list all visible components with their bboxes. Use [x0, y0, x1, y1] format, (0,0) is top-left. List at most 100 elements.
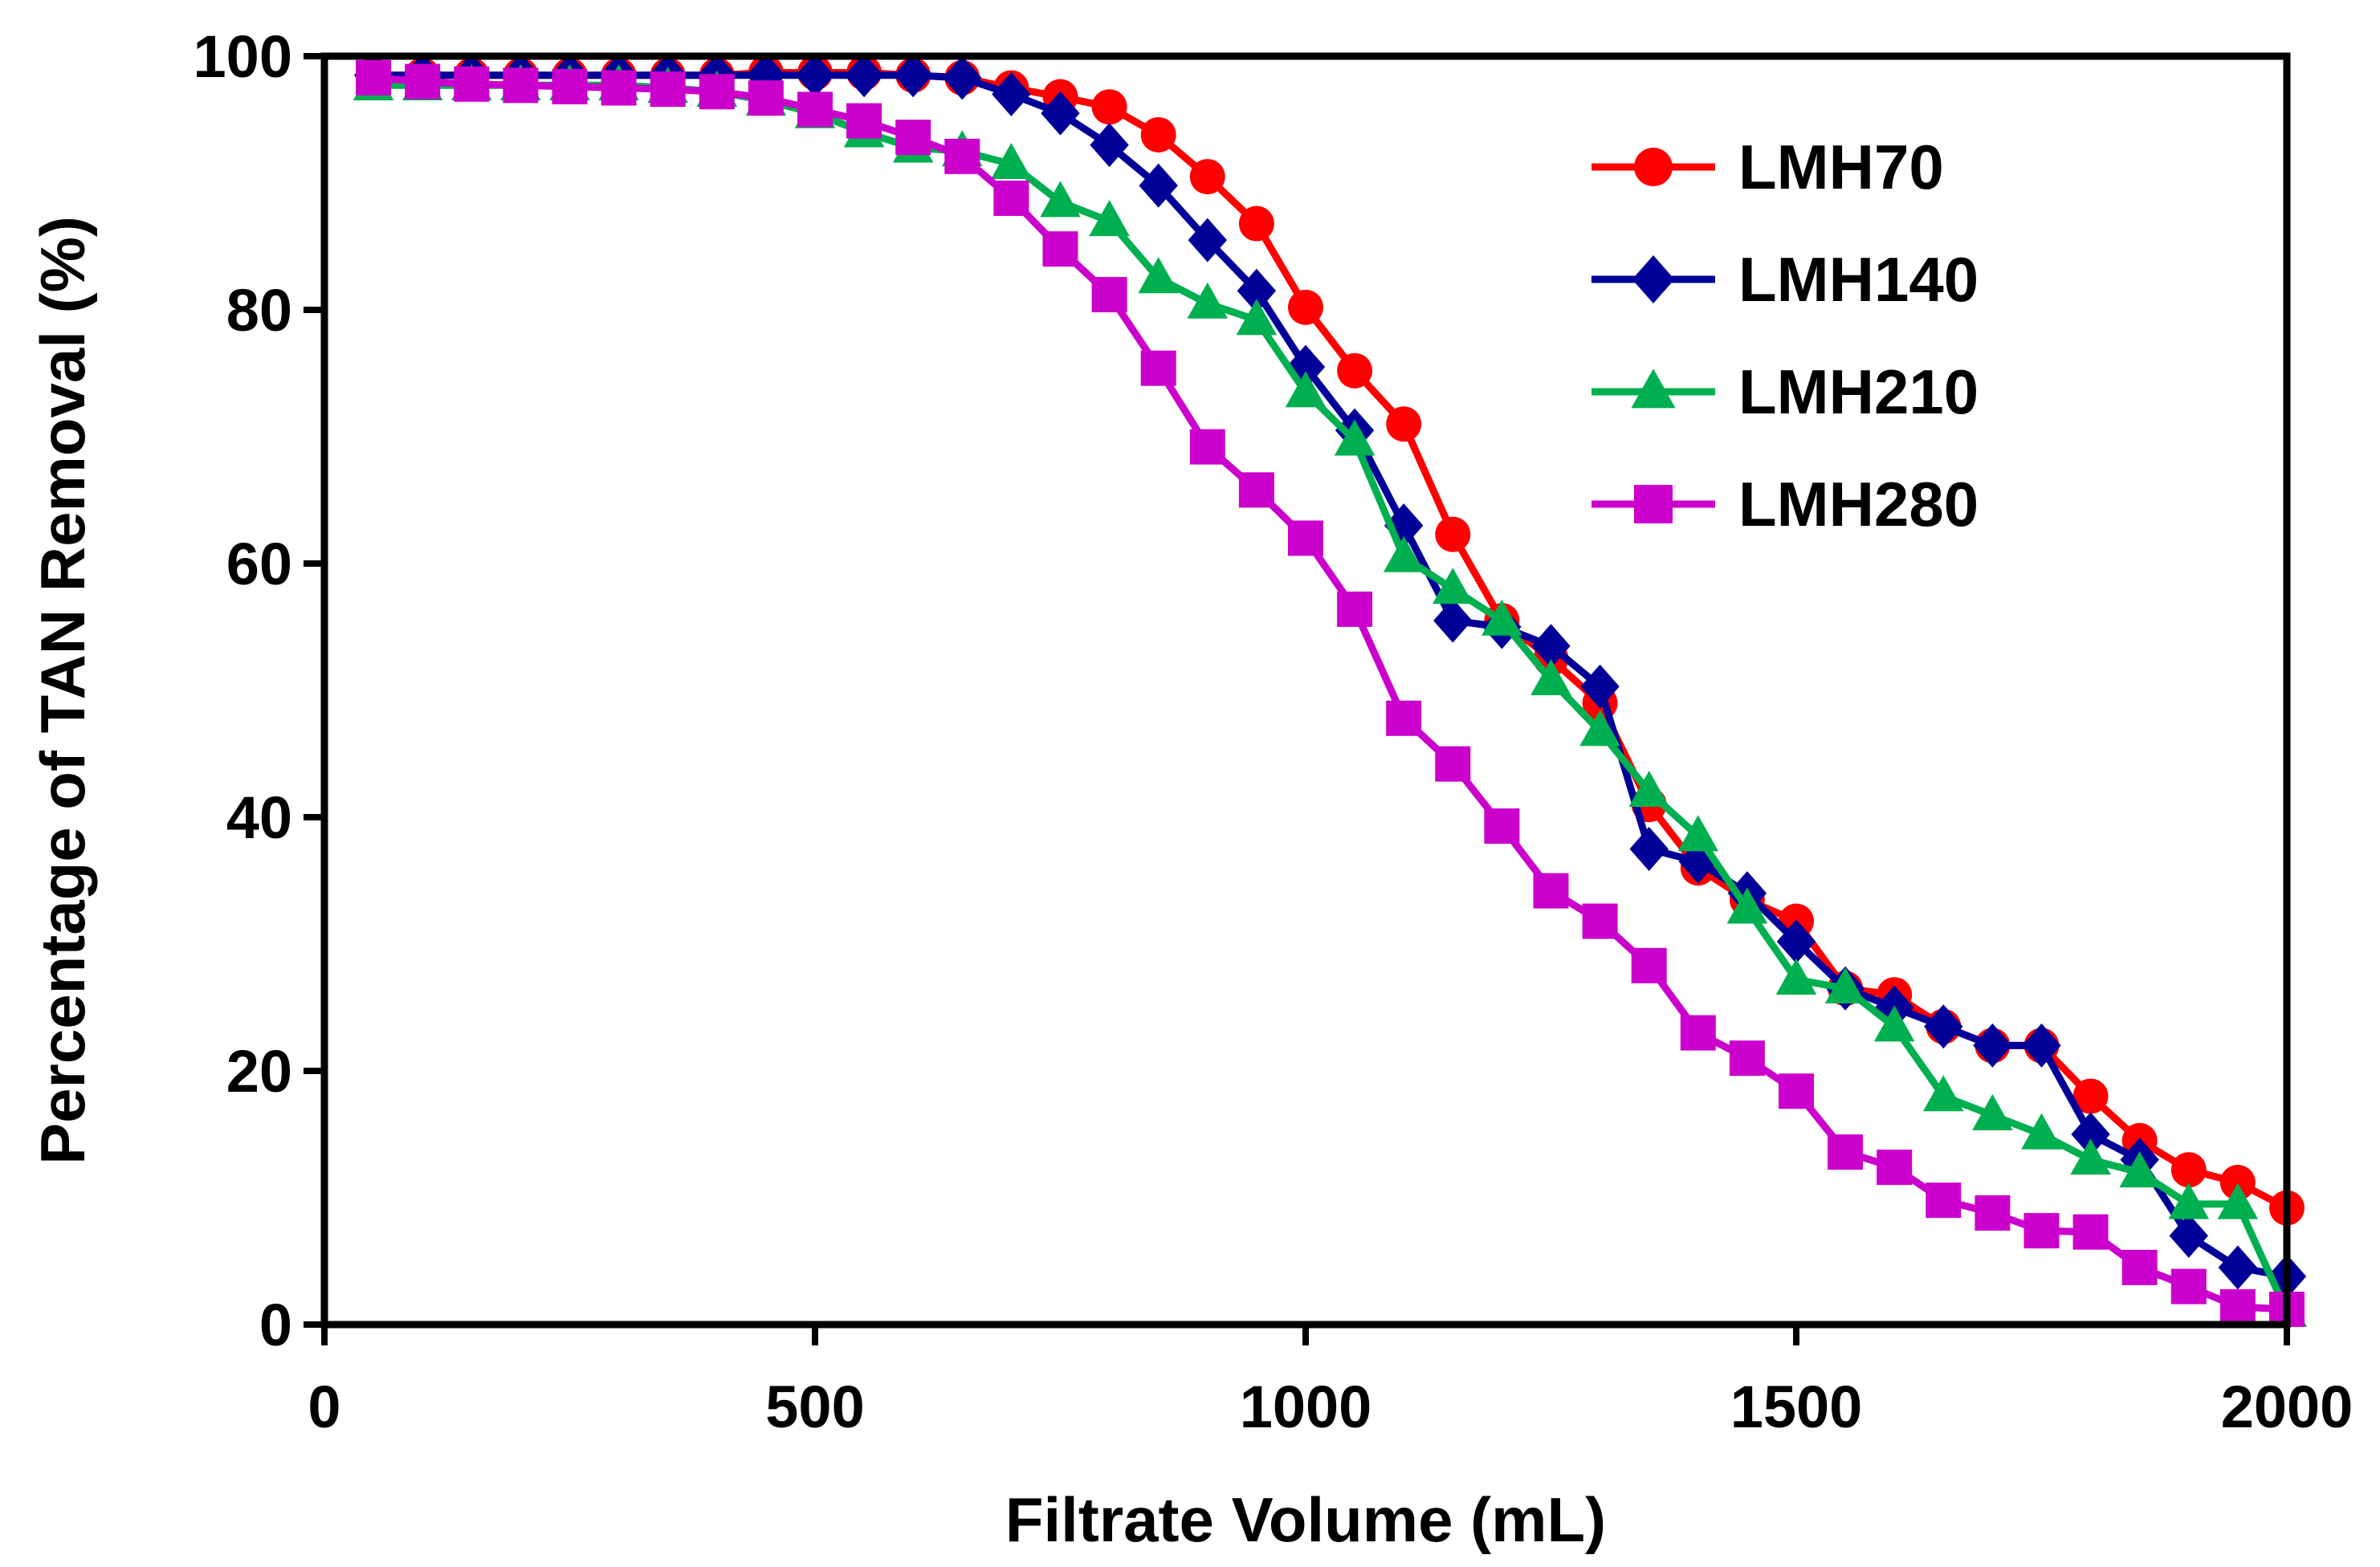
data-point-lmh210: [991, 142, 1032, 179]
data-point-lmh210: [2021, 1113, 2062, 1150]
data-point-lmh280: [797, 92, 833, 128]
data-point-lmh140: [1237, 268, 1277, 313]
data-point-lmh140: [1531, 624, 1571, 669]
data-point-lmh280: [503, 67, 539, 104]
data-point-lmh210: [1481, 599, 1522, 636]
data-point-lmh140: [1041, 91, 1080, 136]
legend: LMH70 LMH140 LMH210 LMH280: [1591, 132, 1979, 539]
data-point-lmh210: [1873, 1005, 1915, 1042]
data-point-lmh70: [2170, 1152, 2207, 1188]
data-point-lmh140: [2218, 1245, 2258, 1290]
x-axis-title: Filtrate Volume (mL): [1005, 1484, 1606, 1555]
data-point-lmh210: [1677, 815, 1719, 852]
data-point-lmh280: [356, 59, 392, 96]
data-point-lmh210: [1089, 200, 1130, 237]
data-point-lmh280: [2170, 1268, 2207, 1304]
data-point-lmh280: [1975, 1195, 2011, 1231]
x-tick-label: 1000: [1240, 1374, 1372, 1440]
y-axis: 0 20 40 60 80 100: [194, 23, 324, 1358]
data-point-lmh280: [846, 103, 882, 139]
legend-item-lmh140: LMH140: [1591, 244, 1979, 315]
data-point-lmh280: [993, 180, 1029, 216]
data-point-lmh280: [895, 120, 931, 156]
data-point-lmh70: [1337, 352, 1373, 389]
data-point-lmh210: [1138, 257, 1179, 294]
y-tick-label: 20: [226, 1038, 292, 1105]
data-point-lmh280: [552, 68, 588, 104]
data-point-lmh280: [2023, 1213, 2060, 1249]
data-point-lmh280: [944, 138, 980, 174]
legend-marker-lmh70: [1634, 148, 1673, 186]
x-tick-label: 500: [765, 1374, 864, 1440]
data-point-lmh140: [992, 71, 1031, 116]
data-point-lmh140: [1433, 598, 1473, 643]
data-point-lmh210: [1972, 1093, 2013, 1130]
data-point-lmh280: [699, 74, 735, 110]
data-point-lmh210: [1040, 181, 1081, 218]
data-point-lmh140: [1188, 218, 1227, 263]
data-point-lmh280: [650, 71, 686, 108]
legend-label-lmh210: LMH210: [1738, 356, 1979, 427]
y-tick-label: 0: [259, 1292, 292, 1358]
data-point-lmh280: [1042, 231, 1078, 267]
legend-marker-lmh280: [1634, 485, 1673, 523]
data-point-lmh210: [2168, 1182, 2210, 1219]
data-point-lmh140: [1139, 163, 1178, 208]
x-axis: 0 500 1000 1500 2000: [308, 1325, 2353, 1440]
series-layer: [353, 53, 2308, 1328]
data-point-lmh280: [2219, 1288, 2256, 1325]
data-point-lmh70: [1091, 89, 1127, 125]
data-point-lmh140: [1580, 664, 1620, 709]
data-point-lmh280: [1582, 903, 1618, 939]
x-tick-label: 0: [308, 1374, 340, 1440]
series-line-lmh280: [373, 74, 2288, 1313]
data-point-lmh280: [1828, 1134, 1864, 1170]
data-point-lmh280: [1435, 746, 1471, 782]
data-point-lmh210: [1187, 282, 1229, 319]
y-tick-label: 60: [226, 531, 292, 597]
data-point-lmh140: [2022, 1023, 2061, 1068]
data-point-lmh210: [2217, 1182, 2259, 1219]
data-point-lmh140: [1776, 919, 1816, 964]
data-point-lmh70: [1238, 206, 1274, 242]
data-point-lmh70: [2219, 1165, 2256, 1201]
data-point-lmh140: [943, 55, 982, 100]
legend-label-lmh140: LMH140: [1738, 244, 1979, 315]
data-point-lmh280: [2121, 1249, 2158, 1285]
data-point-lmh210: [2070, 1138, 2111, 1175]
data-point-lmh280: [1729, 1040, 1765, 1077]
data-point-lmh70: [2072, 1078, 2109, 1114]
data-point-lmh280: [1779, 1073, 1814, 1109]
legend-item-lmh210: LMH210: [1591, 356, 1979, 427]
data-point-lmh280: [1680, 1015, 1716, 1051]
y-tick-label: 100: [194, 23, 292, 90]
data-point-lmh140: [795, 53, 835, 98]
data-point-lmh280: [1926, 1182, 1962, 1219]
data-point-lmh280: [1189, 429, 1225, 465]
data-point-lmh210: [1530, 658, 1571, 696]
y-tick-label: 40: [226, 784, 292, 851]
x-tick-label: 1500: [1730, 1374, 1863, 1440]
data-point-lmh210: [1628, 771, 1669, 808]
data-point-lmh210: [2119, 1151, 2160, 1188]
data-point-lmh70: [1435, 516, 1471, 552]
data-point-lmh280: [601, 70, 637, 106]
data-point-lmh140: [1090, 123, 1129, 168]
legend-marker-lmh210: [1631, 368, 1676, 409]
data-point-lmh280: [405, 63, 441, 100]
data-point-lmh140: [2071, 1112, 2110, 1157]
legend-marker-lmh140: [1632, 255, 1675, 303]
data-point-lmh70: [1288, 289, 1323, 325]
data-point-lmh140: [2169, 1213, 2208, 1258]
data-point-lmh280: [1877, 1150, 1913, 1186]
data-point-lmh140: [1973, 1023, 2012, 1068]
x-tick-label: 2000: [2221, 1374, 2354, 1440]
data-point-lmh210: [1334, 419, 1375, 456]
data-point-lmh280: [1288, 520, 1323, 556]
data-point-lmh280: [1386, 700, 1422, 736]
data-point-lmh210: [1775, 958, 1817, 995]
y-axis-title: Percentage of TAN Removal (%): [27, 216, 98, 1165]
series-lmh280: [356, 59, 2305, 1328]
data-point-lmh210: [1236, 299, 1278, 336]
